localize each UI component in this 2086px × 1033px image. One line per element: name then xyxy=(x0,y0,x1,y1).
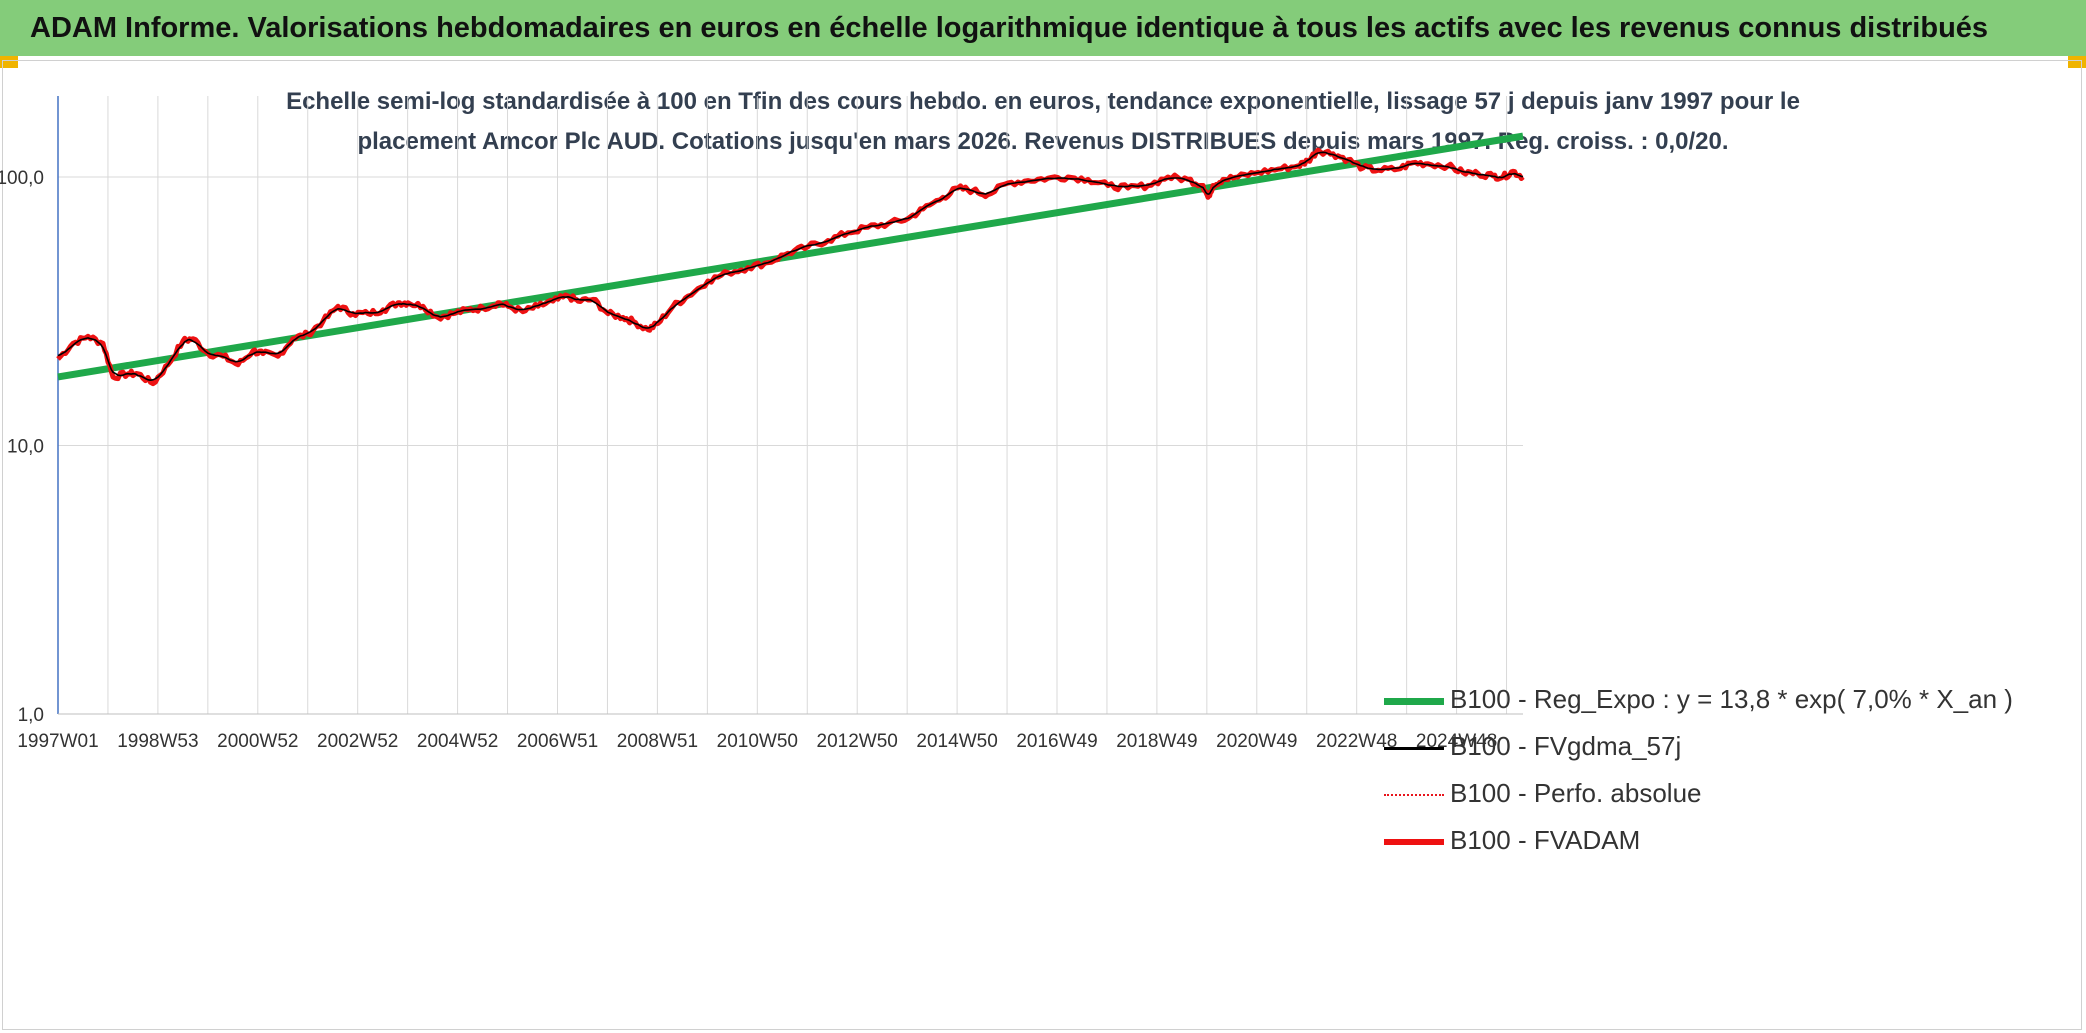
series-fvgdma-line xyxy=(57,151,1524,382)
gridlines xyxy=(58,96,1523,714)
x-tick-label: 2022W48 xyxy=(1316,731,1397,752)
x-tick-label: 2018W49 xyxy=(1116,731,1197,752)
y-tick-label: 1,0 xyxy=(18,705,44,726)
legend-swatch-reg-expo xyxy=(1384,698,1444,705)
x-tick-label: 2008W51 xyxy=(617,731,698,752)
x-tick-label: 2002W52 xyxy=(317,731,398,752)
chart-frame xyxy=(2,60,2082,1030)
x-tick-label: 2024W48 xyxy=(1416,731,1497,752)
series-layer xyxy=(56,132,1525,387)
x-tick-label: 2010W50 xyxy=(717,731,798,752)
y-tick-label: 100,0 xyxy=(0,168,44,189)
x-tick-label: 2012W50 xyxy=(817,731,898,752)
series-fvadam-line xyxy=(56,147,1525,387)
y-axis-ticks: 100,0 10,0 1,0 xyxy=(0,168,44,726)
y-tick-label: 10,0 xyxy=(7,437,44,458)
legend-label-fvadam: B100 - FVADAM xyxy=(1450,825,1641,855)
x-tick-label: 2020W49 xyxy=(1216,731,1297,752)
corner-accent-left xyxy=(0,56,18,68)
x-tick-label: 2016W49 xyxy=(1016,731,1097,752)
legend-swatch-fvgdma xyxy=(1384,747,1444,750)
x-tick-label: 2006W51 xyxy=(517,731,598,752)
axes xyxy=(57,96,1523,715)
x-tick-label: 2004W52 xyxy=(417,731,498,752)
legend-label-perfo-absolue: B100 - Perfo. absolue xyxy=(1450,778,1702,808)
x-tick-label: 2000W52 xyxy=(217,731,298,752)
chart-subtitle-line-1: Echelle semi-log standardisée à 100 en T… xyxy=(286,88,1800,115)
legend-swatch-fvadam xyxy=(1384,839,1444,845)
series-perfo-absolue-line xyxy=(57,149,1524,385)
x-tick-label: 2014W50 xyxy=(916,731,997,752)
legend-label-fvgdma: B100 - FVgdma_57j xyxy=(1450,731,1682,761)
legend-swatch-perfo-absolue xyxy=(1384,794,1444,796)
x-axis-ticks: 1997W01 1998W53 2000W52 2002W52 2004W52 2006W… xyxy=(17,731,1497,752)
series-reg-expo-line xyxy=(57,132,1524,381)
legend-label-reg-expo: B100 - Reg_Expo : y = 13,8 * exp( 7,0% *… xyxy=(1450,684,2013,714)
x-tick-label: 1998W53 xyxy=(117,731,198,752)
x-tick-label: 1997W01 xyxy=(17,731,98,752)
report-title-banner: ADAM Informe. Valorisations hebdomadaire… xyxy=(0,0,2086,56)
